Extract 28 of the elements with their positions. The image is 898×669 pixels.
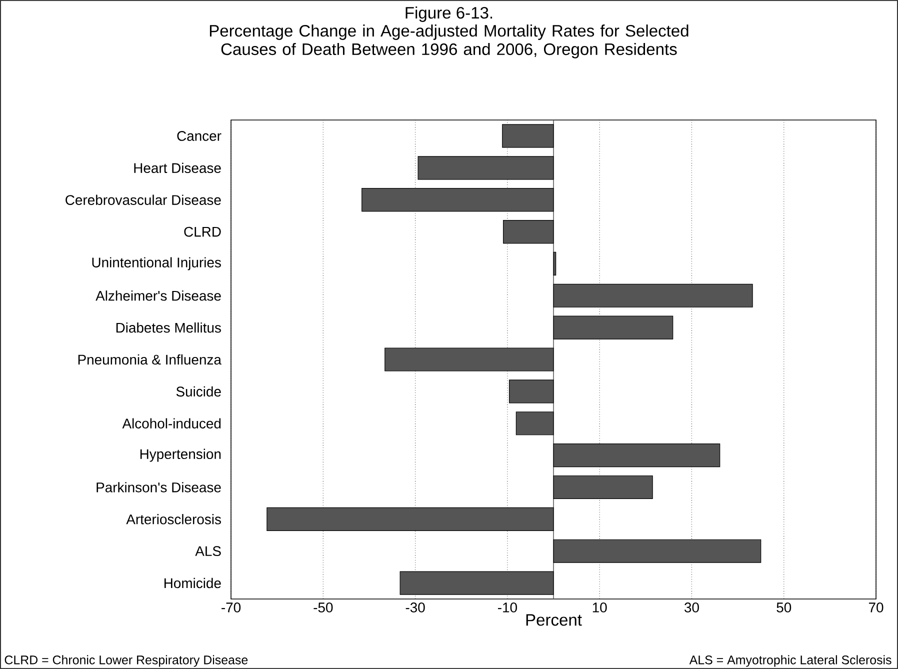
x-tick-label: -70	[222, 602, 241, 612]
y-tick-label: CLRD	[184, 226, 221, 237]
text: ALS = Amyotrophic Lateral Sclerosis	[689, 655, 892, 667]
chart-title: Figure 6-13.	[406, 6, 492, 22]
y-tick-label: Arteriosclerosis	[126, 514, 221, 524]
y-tick-label: Cerebrovascular Disease	[66, 194, 221, 205]
y-tick-label: Alzheimer's Disease	[96, 290, 221, 301]
y-tick-label: Pneumonia & Influenza	[78, 354, 222, 365]
x-tick-label: -50	[314, 602, 333, 612]
y-tick-label: Alcohol-induced	[122, 418, 221, 428]
y-tick-label: Cancer	[177, 131, 222, 141]
y-tick-label: Heart Disease	[134, 162, 221, 174]
x-tick-label: 10	[592, 602, 607, 612]
y-tick-label: Unintentional Injuries	[92, 257, 221, 270]
y-tick-label: Diabetes Mellitus	[116, 322, 221, 333]
text: CLRD = Chronic Lower Respiratory Disease	[4, 655, 248, 667]
y-tick-label: Suicide	[176, 386, 221, 397]
y-tick-label: Hypertension	[140, 448, 221, 462]
x-tick-label: 50	[776, 602, 792, 612]
x-tick-label: -30	[406, 602, 425, 612]
x-tick-label: 30	[684, 602, 699, 612]
y-tick-label: ALS	[195, 546, 221, 556]
x-tick-label: -10	[498, 602, 517, 612]
chart-subtitle: Percentage Change in Age-adjusted Mortality Rates for Selected Causes of Death Between 1996 and 2006, Oregon Residents	[210, 24, 688, 58]
x-tick-label: 70	[868, 602, 884, 612]
y-tick-label: Homicide	[164, 578, 221, 588]
y-tick-label: Parkinson's Disease	[96, 482, 221, 492]
x-axis-title: Percent	[526, 614, 582, 626]
